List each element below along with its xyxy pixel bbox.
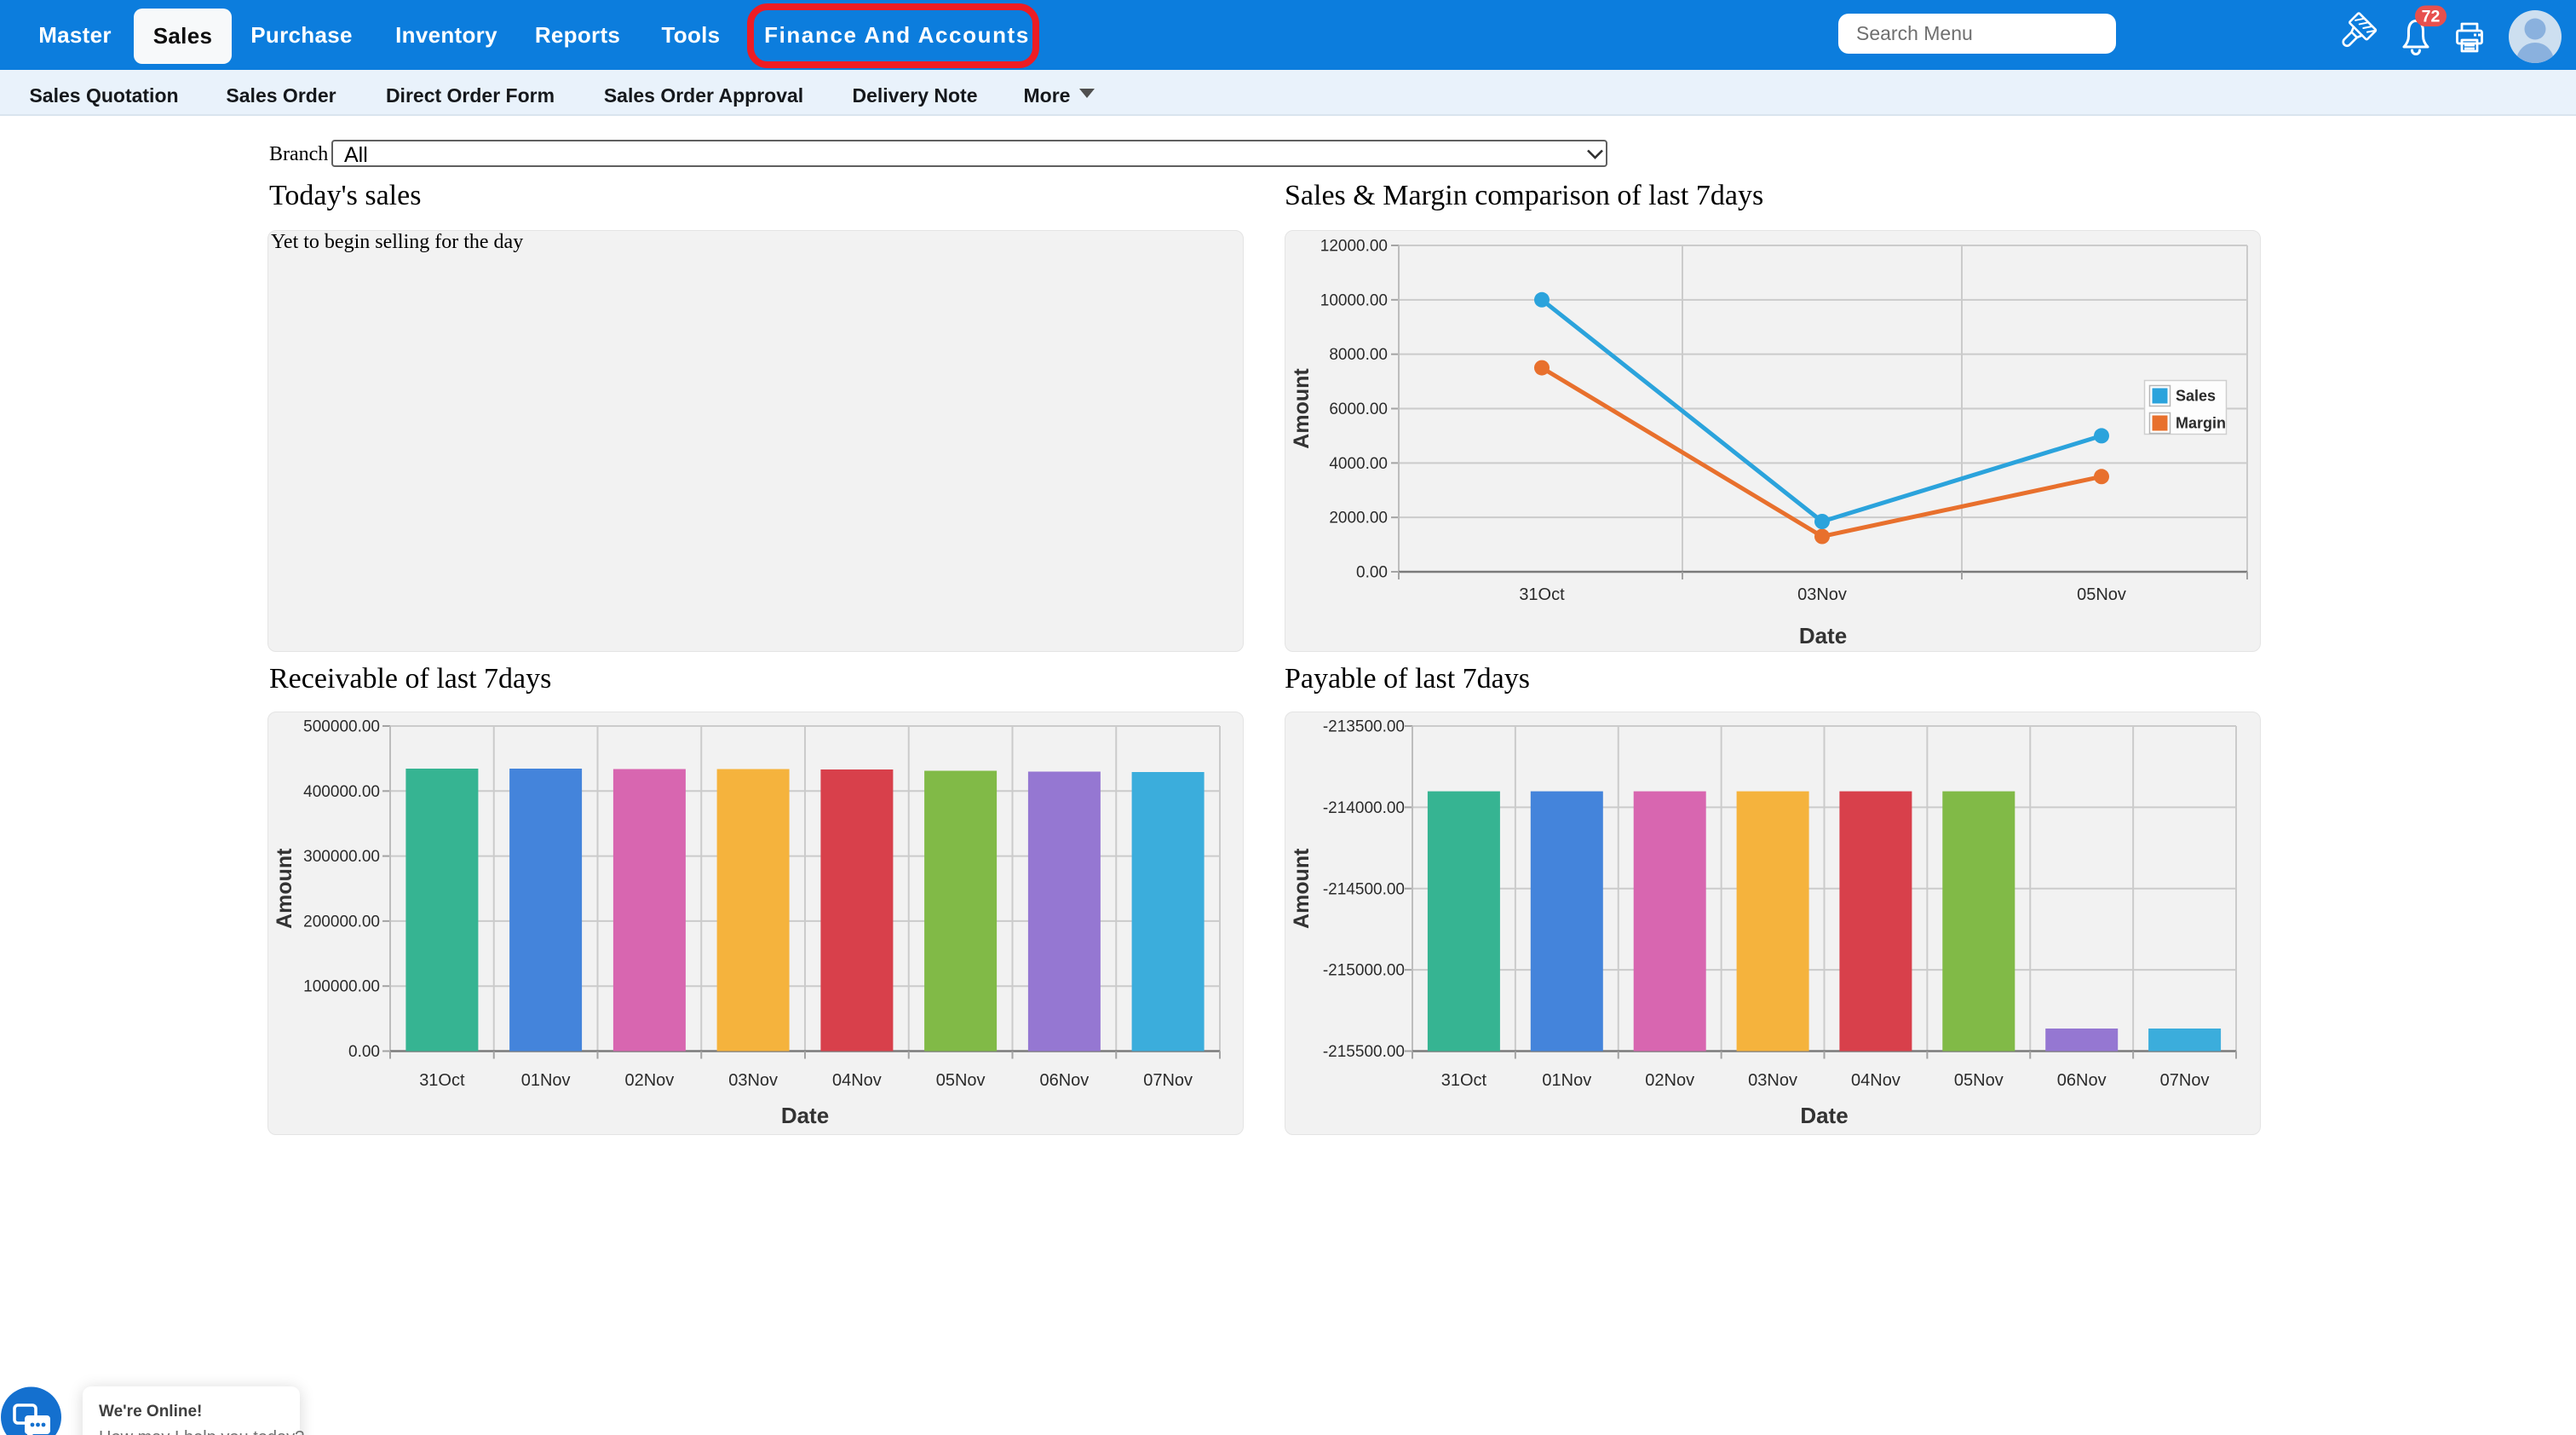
svg-text:05Nov: 05Nov <box>936 1071 986 1090</box>
svg-text:500000.00: 500000.00 <box>303 718 380 736</box>
svg-text:Date: Date <box>1799 623 1847 648</box>
svg-text:-215000.00: -215000.00 <box>1323 962 1405 980</box>
svg-text:Date: Date <box>781 1103 829 1128</box>
svg-text:31Oct: 31Oct <box>419 1071 465 1090</box>
svg-text:100000.00: 100000.00 <box>303 978 380 996</box>
svg-text:8000.00: 8000.00 <box>1329 346 1388 364</box>
svg-text:-213500.00: -213500.00 <box>1323 718 1405 736</box>
svg-text:Sales: Sales <box>2176 388 2216 405</box>
svg-text:0.00: 0.00 <box>1356 564 1388 582</box>
svg-text:12000.00: 12000.00 <box>1320 238 1388 256</box>
svg-text:72: 72 <box>2422 8 2441 26</box>
svg-text:Margin: Margin <box>2176 415 2226 432</box>
svg-text:06Nov: 06Nov <box>2057 1071 2107 1090</box>
svg-text:2000.00: 2000.00 <box>1329 510 1388 527</box>
svg-text:200000.00: 200000.00 <box>303 913 380 931</box>
svg-text:06Nov: 06Nov <box>1039 1071 1089 1090</box>
svg-text:01Nov: 01Nov <box>521 1071 571 1090</box>
svg-text:31Oct: 31Oct <box>1441 1071 1487 1090</box>
svg-text:-214000.00: -214000.00 <box>1323 799 1405 817</box>
svg-text:03Nov: 03Nov <box>728 1071 778 1090</box>
svg-text:Amount: Amount <box>1290 848 1314 929</box>
svg-text:Date: Date <box>1800 1103 1848 1128</box>
svg-text:Amount: Amount <box>1290 368 1314 449</box>
svg-text:31Oct: 31Oct <box>1519 585 1565 604</box>
svg-text:04Nov: 04Nov <box>832 1071 882 1090</box>
svg-text:03Nov: 03Nov <box>1797 585 1847 604</box>
svg-text:04Nov: 04Nov <box>1851 1071 1900 1090</box>
svg-text:300000.00: 300000.00 <box>303 848 380 866</box>
svg-text:6000.00: 6000.00 <box>1329 401 1388 418</box>
svg-text:10000.00: 10000.00 <box>1320 291 1388 309</box>
svg-text:02Nov: 02Nov <box>624 1071 674 1090</box>
svg-text:07Nov: 07Nov <box>2160 1071 2210 1090</box>
svg-text:01Nov: 01Nov <box>1542 1071 1591 1090</box>
svg-text:-214500.00: -214500.00 <box>1323 880 1405 898</box>
svg-text:Amount: Amount <box>273 848 296 929</box>
svg-text:400000.00: 400000.00 <box>303 783 380 801</box>
svg-text:05Nov: 05Nov <box>1954 1071 2004 1090</box>
svg-text:05Nov: 05Nov <box>2077 585 2126 604</box>
svg-text:03Nov: 03Nov <box>1748 1071 1797 1090</box>
svg-text:02Nov: 02Nov <box>1645 1071 1694 1090</box>
svg-text:07Nov: 07Nov <box>1143 1071 1193 1090</box>
svg-text:0.00: 0.00 <box>348 1043 380 1061</box>
svg-text:4000.00: 4000.00 <box>1329 455 1388 473</box>
svg-text:-215500.00: -215500.00 <box>1323 1043 1405 1061</box>
